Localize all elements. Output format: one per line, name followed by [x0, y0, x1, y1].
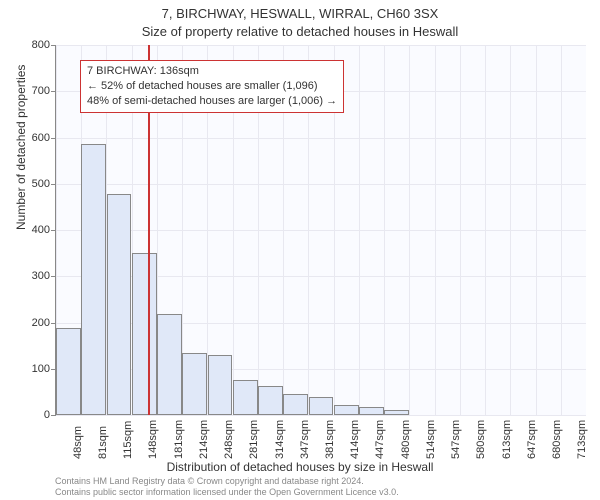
bar	[132, 253, 157, 415]
footer-line2: Contains public sector information licen…	[55, 487, 399, 498]
x-tick-label: 381sqm	[324, 419, 336, 459]
x-tick-label: 48sqm	[72, 419, 84, 459]
footer-line1: Contains HM Land Registry data © Crown c…	[55, 476, 399, 487]
x-tick-label: 81sqm	[97, 419, 109, 459]
bar	[56, 328, 81, 415]
title-subtitle: Size of property relative to detached ho…	[0, 24, 600, 39]
x-tick-label: 148sqm	[147, 419, 159, 459]
x-tick-label: 181sqm	[173, 419, 185, 459]
y-tick-label: 700	[0, 85, 50, 97]
x-tick-label: 214sqm	[198, 419, 210, 459]
x-tick-label: 347sqm	[299, 419, 311, 459]
x-tick-label: 115sqm	[122, 419, 134, 459]
annotation-line1: 7 BIRCHWAY: 136sqm	[87, 64, 337, 79]
annotation-line3: 48% of semi-detached houses are larger (…	[87, 94, 337, 109]
x-tick-label: 613sqm	[501, 419, 513, 459]
annotation-line2: ← 52% of detached houses are smaller (1,…	[87, 79, 337, 94]
y-tick-label: 100	[0, 363, 50, 375]
chart-container: 7, BIRCHWAY, HESWALL, WIRRAL, CH60 3SX S…	[0, 0, 600, 500]
bar	[182, 353, 207, 415]
x-tick-label: 713sqm	[576, 419, 588, 459]
x-tick-label: 248sqm	[223, 419, 235, 459]
x-tick-label: 414sqm	[349, 419, 361, 459]
x-tick-label: 447sqm	[374, 419, 386, 459]
y-tick-label: 800	[0, 39, 50, 51]
bar	[359, 407, 384, 415]
y-tick-label: 500	[0, 178, 50, 190]
bar	[334, 405, 359, 415]
bar	[384, 410, 409, 415]
bar	[157, 314, 182, 415]
bar	[258, 386, 283, 415]
x-tick-label: 314sqm	[274, 419, 286, 459]
bar	[208, 355, 233, 415]
y-tick-label: 600	[0, 132, 50, 144]
x-tick-label: 647sqm	[526, 419, 538, 459]
bar	[107, 194, 132, 415]
x-axis-label: Distribution of detached houses by size …	[0, 460, 600, 474]
bar	[233, 380, 258, 415]
y-tick-label: 300	[0, 270, 50, 282]
x-tick-label: 547sqm	[450, 419, 462, 459]
x-tick-label: 514sqm	[425, 419, 437, 459]
bar	[309, 397, 334, 416]
y-tick-label: 0	[0, 409, 50, 421]
bar	[283, 394, 308, 415]
x-tick-label: 281sqm	[248, 419, 260, 459]
footer-text: Contains HM Land Registry data © Crown c…	[55, 476, 399, 498]
bar	[81, 144, 106, 415]
y-tick-label: 400	[0, 224, 50, 236]
x-tick-label: 680sqm	[551, 419, 563, 459]
title-address: 7, BIRCHWAY, HESWALL, WIRRAL, CH60 3SX	[0, 6, 600, 21]
annotation-box: 7 BIRCHWAY: 136sqm ← 52% of detached hou…	[80, 60, 344, 113]
y-tick-label: 200	[0, 317, 50, 329]
x-tick-label: 480sqm	[400, 419, 412, 459]
x-tick-label: 580sqm	[475, 419, 487, 459]
